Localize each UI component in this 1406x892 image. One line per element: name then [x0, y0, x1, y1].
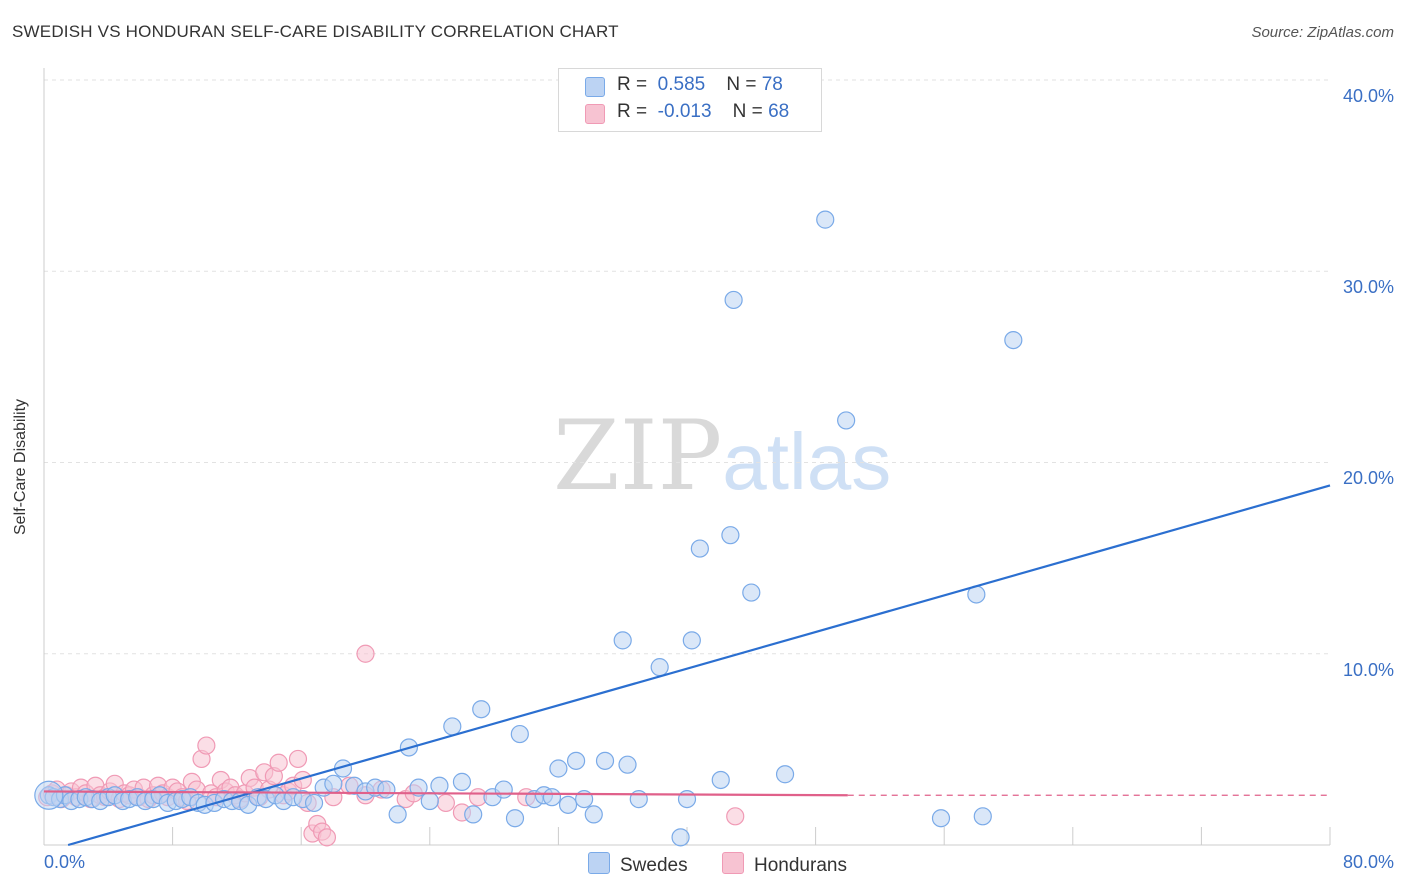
point-swedes [324, 774, 343, 793]
legend-r-label: R = [617, 74, 648, 95]
point-swedes [558, 795, 578, 814]
point-swedes-cluster [34, 780, 64, 810]
point-swedes [816, 210, 835, 229]
point-swedes [377, 780, 396, 799]
x-tick-max: 80.0% [1342, 852, 1394, 872]
point-swedes [549, 759, 568, 778]
point-swedes [510, 724, 529, 744]
legend-r-label: R = [617, 101, 648, 122]
point-swedes [542, 788, 562, 807]
point-swedes [618, 755, 637, 774]
point-hondurans [436, 793, 455, 813]
point-hondurans [288, 749, 308, 769]
point-swedes [566, 751, 586, 770]
source-label: Source: ZipAtlas.com [1251, 24, 1394, 41]
legend-n-label: N = [726, 74, 757, 95]
point-swedes [304, 793, 324, 813]
point-swedes [452, 772, 472, 791]
point-swedes [629, 789, 648, 809]
bottom-legend-label-hondurans: Hondurans [754, 855, 847, 876]
bottom-legend-hondurans: Hondurans [722, 852, 847, 877]
chart-title: SWEDISH VS HONDURAN SELF-CARE DISABILITY… [12, 22, 619, 41]
bottom-legend-swedes: Swedes [588, 852, 688, 877]
y-axis-label: Self-Care Disability [12, 398, 29, 535]
point-swedes [677, 789, 697, 809]
point-swedes [973, 807, 992, 826]
point-swedes [1004, 331, 1023, 350]
trendline-hondurans [43, 790, 848, 797]
point-swedes [613, 631, 632, 650]
point-swedes [388, 805, 407, 824]
point-swedes [775, 765, 795, 784]
bottom-legend-swatch-swedes [588, 852, 610, 874]
point-hondurans [356, 644, 375, 663]
point-swedes [682, 631, 701, 650]
point-swedes [472, 700, 491, 719]
watermark: ZIPatlas [553, 400, 891, 512]
y-tick-40: 40.0% [1342, 86, 1394, 106]
point-swedes [721, 526, 740, 545]
point-swedes [584, 805, 603, 824]
legend-n-label: N = [732, 101, 763, 122]
legend-n-value-swedes: 78 [761, 74, 783, 95]
point-swedes [494, 780, 513, 799]
point-swedes [420, 791, 439, 811]
stats-legend: R = 0.585 N = 78 R = -0.013 N = 68 [558, 68, 822, 132]
x-tick-min: 0.0% [44, 852, 86, 872]
point-hondurans [726, 807, 745, 826]
point-swedes [837, 411, 856, 430]
point-swedes [505, 809, 525, 828]
point-swedes [409, 778, 428, 797]
legend-swatch-swedes [585, 77, 605, 97]
trendline-swedes [67, 484, 1331, 847]
watermark-zip: ZIP [553, 400, 723, 512]
y-tick-30: 30.0% [1342, 277, 1394, 297]
legend-r-value-swedes: 0.585 [657, 74, 706, 95]
point-swedes [443, 717, 462, 736]
legend-n-value-hondurans: 68 [768, 101, 790, 122]
watermark-atlas: atlas [722, 417, 892, 506]
point-swedes [464, 805, 483, 824]
point-hondurans [269, 753, 288, 772]
point-swedes [742, 583, 761, 602]
point-swedes [690, 539, 709, 558]
point-hondurans [197, 736, 216, 755]
bottom-legend-swatch-hondurans [722, 852, 744, 874]
point-swedes [430, 776, 449, 795]
bottom-legend-label-swedes: Swedes [620, 855, 688, 876]
y-tick-10: 10.0% [1342, 660, 1394, 680]
point-hondurans [317, 828, 337, 847]
point-swedes [931, 809, 951, 828]
point-swedes [671, 828, 690, 847]
point-swedes [724, 290, 743, 310]
point-swedes [650, 658, 669, 677]
legend-swatch-hondurans [585, 104, 605, 124]
y-tick-20: 20.0% [1342, 468, 1394, 488]
point-swedes [595, 751, 615, 770]
point-swedes [711, 770, 730, 790]
legend-r-value-hondurans: -0.013 [657, 101, 712, 122]
